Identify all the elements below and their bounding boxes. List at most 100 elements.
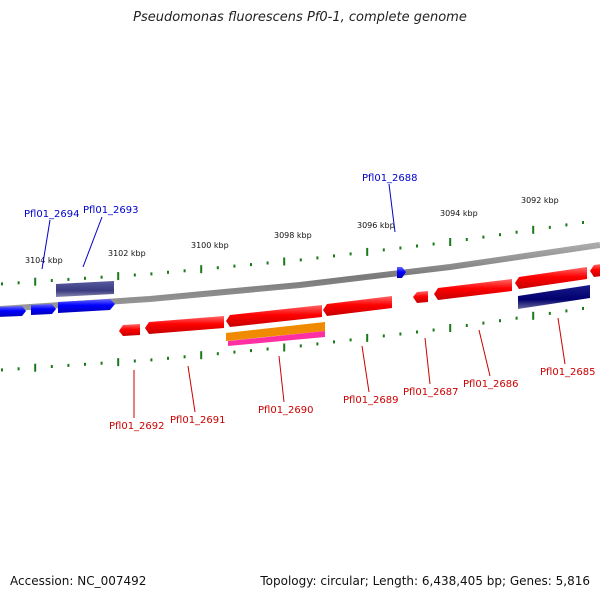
major-tick <box>283 257 286 266</box>
genome-summary-text: Topology: circular; Length: 6,438,405 bp… <box>260 574 590 588</box>
gene-label[interactable]: Pfl01_2688 <box>362 173 418 184</box>
minor-tick <box>17 367 20 371</box>
gene-label[interactable]: Pfl01_2686 <box>463 379 519 390</box>
gene-arrow-reverse[interactable] <box>590 264 600 277</box>
gene-arrow-reverse[interactable] <box>323 296 392 316</box>
minor-tick <box>432 242 435 246</box>
label-leader <box>424 337 431 385</box>
gene-label[interactable]: Pfl01_2685 <box>540 367 596 378</box>
major-tick <box>449 324 452 332</box>
gene-label[interactable]: Pfl01_2689 <box>343 395 399 406</box>
minor-tick <box>50 365 53 368</box>
major-tick <box>117 358 120 367</box>
minor-tick <box>150 272 153 276</box>
minor-tick <box>1 282 3 286</box>
minor-tick <box>316 256 319 260</box>
minor-tick <box>333 254 335 258</box>
major-tick <box>200 265 203 274</box>
minor-tick <box>349 338 352 342</box>
minor-tick <box>183 355 186 359</box>
minor-tick <box>100 275 103 279</box>
gene-label[interactable]: Pfl01_2687 <box>403 387 459 398</box>
minor-tick <box>167 270 169 274</box>
minor-tick <box>399 246 402 250</box>
gene-label[interactable]: Pfl01_2694 <box>24 209 80 220</box>
major-tick <box>366 333 369 342</box>
tick-row-lower <box>1 307 584 372</box>
minor-tick <box>565 309 568 313</box>
minor-tick <box>216 352 219 356</box>
kbp-tick-label: 3100 kbp <box>191 241 229 250</box>
minor-tick <box>67 363 70 367</box>
feature-block[interactable] <box>56 281 114 297</box>
minor-tick <box>150 358 153 362</box>
label-leader <box>41 219 51 270</box>
minor-tick <box>515 230 518 234</box>
minor-tick <box>250 263 252 267</box>
feature-block[interactable] <box>228 331 325 346</box>
minor-tick <box>382 248 385 252</box>
minor-tick <box>133 273 136 277</box>
gene-label[interactable]: Pfl01_2690 <box>258 405 314 416</box>
kbp-tick-label: 3102 kbp <box>108 249 146 258</box>
major-tick <box>449 238 452 246</box>
minor-tick <box>482 235 485 239</box>
feature-block[interactable] <box>518 285 590 309</box>
minor-tick <box>316 342 319 346</box>
major-tick <box>283 343 286 352</box>
major-tick <box>366 247 369 256</box>
minor-tick <box>216 266 219 270</box>
gene-arrow-reverse[interactable] <box>434 279 512 300</box>
gene-arrow-forward[interactable] <box>397 267 406 278</box>
major-tick <box>532 311 535 320</box>
minor-tick <box>50 279 53 282</box>
gene-arrow-reverse[interactable] <box>145 316 224 334</box>
minor-tick <box>84 276 86 280</box>
minor-tick <box>416 244 418 248</box>
gene-arrow-forward[interactable] <box>58 299 115 313</box>
minor-tick <box>582 221 584 224</box>
minor-tick <box>548 311 551 315</box>
minor-tick <box>233 350 236 354</box>
minor-tick <box>565 223 568 227</box>
gene-arrow-reverse[interactable] <box>515 267 587 289</box>
minor-tick <box>548 225 551 229</box>
minor-tick <box>515 316 518 320</box>
gene-label[interactable]: Pfl01_2693 <box>83 205 139 216</box>
minor-tick <box>432 328 435 332</box>
minor-tick <box>333 340 335 344</box>
gene-arrow-reverse[interactable] <box>413 291 428 303</box>
genome-backbone <box>0 242 600 312</box>
minor-tick <box>382 334 385 338</box>
kbp-tick-label: 3092 kbp <box>521 196 559 205</box>
minor-tick <box>233 264 236 268</box>
minor-tick <box>499 233 501 237</box>
gene-arrow-reverse[interactable] <box>226 305 322 327</box>
gene-label[interactable]: Pfl01_2691 <box>170 415 226 426</box>
forward-strand <box>0 267 406 317</box>
label-leader <box>361 345 370 393</box>
minor-tick <box>250 349 252 353</box>
reverse-gene-labels: Pfl01_2692 Pfl01_2691 Pfl01_2690 Pfl01_2… <box>109 317 596 432</box>
minor-tick <box>100 361 103 365</box>
minor-tick <box>266 261 269 265</box>
minor-tick <box>17 281 20 285</box>
minor-tick <box>167 356 169 360</box>
minor-tick <box>499 319 501 323</box>
minor-tick <box>67 277 70 281</box>
gene-arrow-forward[interactable] <box>0 306 26 317</box>
gene-arrow-forward[interactable] <box>31 304 56 315</box>
feature-block[interactable] <box>226 322 325 341</box>
gene-label[interactable]: Pfl01_2692 <box>109 421 165 432</box>
minor-tick <box>84 362 86 366</box>
minor-tick <box>1 368 3 372</box>
label-leader <box>478 329 491 377</box>
minor-tick <box>465 238 468 241</box>
minor-tick <box>299 344 302 348</box>
gene-arrow-reverse[interactable] <box>119 324 140 336</box>
minor-tick <box>582 307 584 310</box>
kbp-tick-label: 3094 kbp <box>440 209 478 218</box>
minor-tick <box>349 252 352 256</box>
label-leader <box>82 216 103 268</box>
label-leader <box>388 183 396 233</box>
